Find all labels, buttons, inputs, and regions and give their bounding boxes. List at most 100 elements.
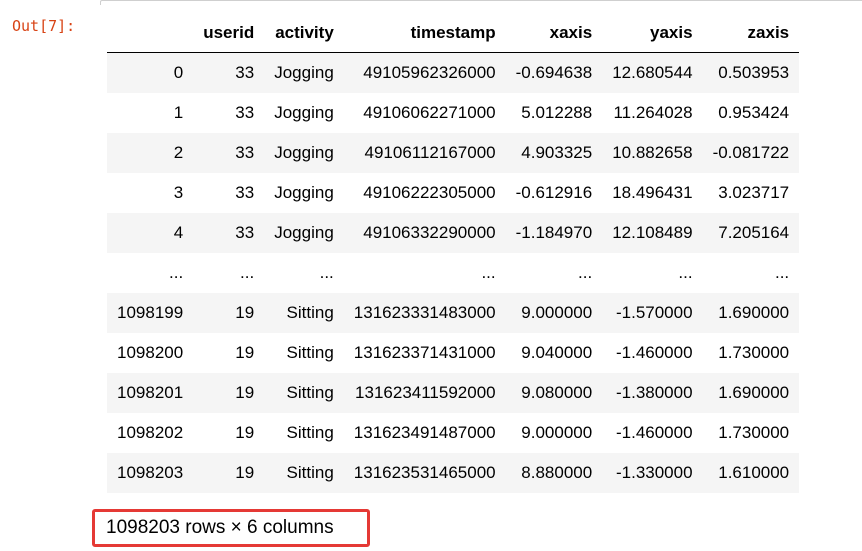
cell-output-border xyxy=(100,0,862,5)
table-cell-yaxis: -1.460000 xyxy=(615,342,693,362)
row-index: 1098202 xyxy=(117,422,184,442)
table-row: 1098199 19 Sitting 131623331483000 9.000000 -… xyxy=(107,292,800,333)
table-cell-timestamp: 131623371431000 xyxy=(353,342,496,362)
table-cell-zaxis: 1.730000 xyxy=(718,422,790,442)
table-cell-xaxis: ... xyxy=(578,262,593,282)
table-cell-yaxis: -1.570000 xyxy=(615,302,693,322)
table-cell-xaxis: 9.040000 xyxy=(521,342,593,362)
table-cell-userid: 19 xyxy=(235,422,255,442)
table-cell-zaxis: 1.690000 xyxy=(718,302,790,322)
row-index: 0 xyxy=(173,62,184,82)
row-index: 1098199 xyxy=(117,302,184,322)
table-cell-activity: Jogging xyxy=(274,102,334,122)
table-cell-xaxis: 4.903325 xyxy=(521,142,593,162)
table-cell-activity: Jogging xyxy=(274,222,334,242)
column-header-timestamp: timestamp xyxy=(343,13,506,53)
table-cell-timestamp: ... xyxy=(481,262,496,282)
table-cell-activity: Sitting xyxy=(286,382,334,402)
column-header-userid: userid xyxy=(193,13,265,53)
table-cell-xaxis: 5.012288 xyxy=(521,102,593,122)
column-header-zaxis: zaxis xyxy=(702,13,800,53)
table-cell-timestamp: 49105962326000 xyxy=(363,62,496,82)
table-cell-zaxis: 7.205164 xyxy=(718,222,790,242)
table-cell-userid: 33 xyxy=(235,62,255,82)
table-cell-zaxis: 3.023717 xyxy=(718,182,790,202)
table-body: 0 33 Jogging 49105962326000 -0.694638 12.6805… xyxy=(107,52,800,493)
row-index: 1098201 xyxy=(117,382,184,402)
table-row: ..................... xyxy=(107,253,799,293)
table-cell-yaxis: 10.882658 xyxy=(612,142,693,162)
table-header: userid activity timestamp xaxis yaxis zaxis xyxy=(107,13,800,53)
table-cell-xaxis: -1.184970 xyxy=(515,222,593,242)
table-cell-yaxis: 18.496431 xyxy=(612,182,693,202)
table-row: 4 33 Jogging 49106332290000 -1.184970 12.1084… xyxy=(107,212,800,253)
table-cell-yaxis: 11.264028 xyxy=(613,102,693,122)
table-cell-activity: Jogging xyxy=(274,62,334,82)
table-cell-activity: Sitting xyxy=(286,342,334,362)
table-cell-userid: 19 xyxy=(235,382,255,402)
table-cell-xaxis: -0.612916 xyxy=(515,182,593,202)
table-cell-yaxis: -1.460000 xyxy=(615,422,693,442)
table-row: 1098202 19 Sitting 131623491487000 9.000000 -… xyxy=(107,413,799,453)
table-cell-userid: 33 xyxy=(235,102,255,122)
table-cell-timestamp: 131623411592000 xyxy=(355,382,496,402)
table-cell-yaxis: ... xyxy=(678,262,693,282)
column-header-yaxis: yaxis xyxy=(602,13,703,53)
table-cell-yaxis: -1.380000 xyxy=(615,382,693,402)
table-cell-userid: ... xyxy=(240,262,255,282)
table-cell-yaxis: -1.330000 xyxy=(615,462,693,482)
table-cell-timestamp: 131623331483000 xyxy=(353,302,496,322)
index-header xyxy=(107,13,194,53)
table-cell-userid: 33 xyxy=(235,142,255,162)
table-cell-xaxis: 9.000000 xyxy=(521,302,593,322)
table-cell-activity: ... xyxy=(319,262,334,282)
table-cell-activity: Jogging xyxy=(274,142,334,162)
table-cell-yaxis: 12.680544 xyxy=(612,62,693,82)
table-cell-userid: 19 xyxy=(235,342,255,362)
row-index: 2 xyxy=(173,142,184,162)
table-row: 2 33 Jogging 49106112167000 4.903325 10.88265… xyxy=(107,132,800,173)
row-index: ... xyxy=(169,262,184,282)
row-index: 4 xyxy=(173,222,184,242)
table-cell-activity: Jogging xyxy=(274,182,334,202)
table-row: 1098200 19 Sitting 131623371431000 9.040000 -… xyxy=(107,333,799,373)
table-cell-yaxis: 12.108489 xyxy=(612,222,693,242)
row-index: 1098203 xyxy=(117,462,184,482)
table-cell-userid: 19 xyxy=(235,302,255,322)
table-cell-xaxis: -0.694638 xyxy=(515,62,593,82)
table-row: 1098203 19 Sitting 131623531465000 8.880000 -… xyxy=(107,452,800,493)
table-cell-zaxis: -0.081722 xyxy=(712,142,790,162)
dataframe-table: userid activity timestamp xaxis yaxis zaxis 0… xyxy=(107,13,800,493)
row-index: 1098200 xyxy=(117,342,184,362)
table-cell-userid: 19 xyxy=(235,462,255,482)
table-cell-activity: Sitting xyxy=(286,302,334,322)
table-cell-userid: 33 xyxy=(235,222,255,242)
column-header-xaxis: xaxis xyxy=(505,13,603,53)
table-cell-timestamp: 49106062271000 xyxy=(363,102,496,122)
table-cell-zaxis: ... xyxy=(774,262,790,282)
table-cell-timestamp: 49106112167000 xyxy=(364,142,496,162)
table-row: 3 33 Jogging 49106222305000 -0.612916 18.4964… xyxy=(107,173,799,213)
table-cell-zaxis: 1.610000 xyxy=(718,462,790,482)
row-column-summary: 1098203 rows × 6 columns xyxy=(92,509,370,547)
table-cell-activity: Sitting xyxy=(286,422,334,442)
table-row: 0 33 Jogging 49105962326000 -0.694638 12.6805… xyxy=(107,52,800,93)
header-row: userid activity timestamp xaxis yaxis zaxis xyxy=(107,13,800,53)
table-cell-timestamp: 131623491487000 xyxy=(353,422,496,442)
table-row: 1098201 19 Sitting 131623411592000 9.080000 -… xyxy=(107,372,800,413)
table-row: 1 33 Jogging 49106062271000 5.012288 11.26402… xyxy=(107,93,799,133)
output-prompt: Out[7]: xyxy=(12,17,76,35)
table-cell-xaxis: 9.080000 xyxy=(521,382,593,402)
row-index: 3 xyxy=(173,182,184,202)
table-cell-xaxis: 9.000000 xyxy=(521,422,593,442)
table-cell-zaxis: 0.503953 xyxy=(718,62,790,82)
table-cell-xaxis: 8.880000 xyxy=(521,462,593,482)
table-cell-zaxis: 1.730000 xyxy=(718,342,790,362)
table-cell-zaxis: 0.953424 xyxy=(718,102,790,122)
table-cell-timestamp: 131623531465000 xyxy=(353,462,496,482)
row-index: 1 xyxy=(173,102,184,122)
table-cell-activity: Sitting xyxy=(286,462,334,482)
table-cell-userid: 33 xyxy=(235,182,255,202)
table-cell-zaxis: 1.690000 xyxy=(718,382,790,402)
column-header-activity: activity xyxy=(264,13,344,53)
